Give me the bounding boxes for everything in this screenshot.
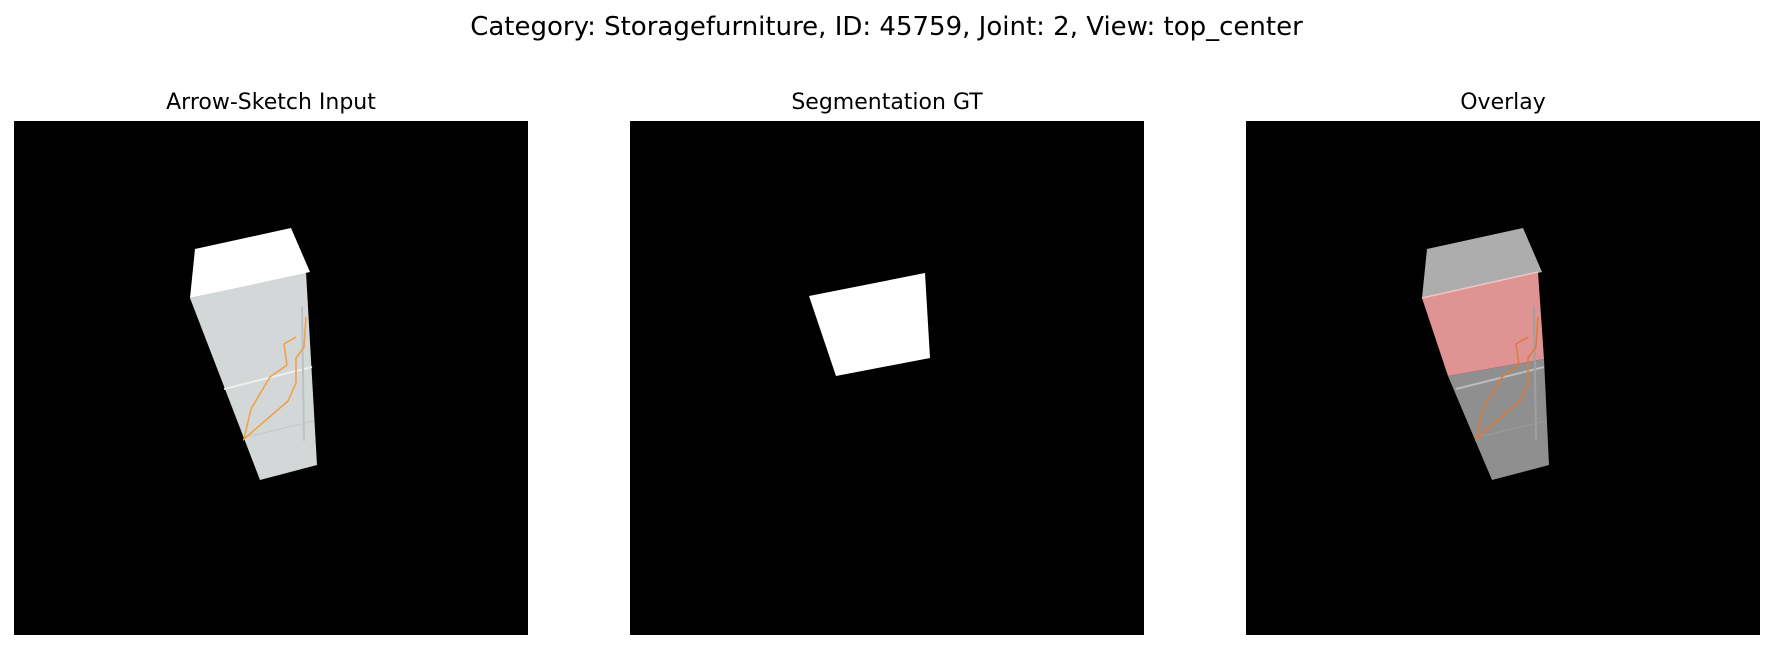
arrow-sketch-head [283, 336, 297, 366]
overlay-svg [1246, 121, 1760, 635]
overlay-top [1422, 228, 1542, 298]
segmentation-gt-svg [630, 121, 1144, 635]
arrow-sketch-stroke [242, 316, 307, 442]
arrow-sketch-head [1515, 336, 1529, 366]
arrow-sketch-image [14, 121, 528, 635]
shelf-line [223, 366, 313, 390]
segmentation-mask [809, 273, 930, 376]
cabinet-edge [301, 305, 305, 442]
panel-title: Arrow-Sketch Input [166, 90, 376, 115]
arrow-sketch-stroke [1474, 316, 1539, 442]
panel-title: Overlay [1460, 90, 1546, 115]
overlay-highlight [1422, 272, 1544, 376]
segmentation-gt-image [630, 121, 1144, 635]
shelf-line [1477, 420, 1547, 438]
shelf-line [1455, 366, 1545, 390]
panel-title: Segmentation GT [791, 90, 983, 115]
overlay-image [1246, 121, 1760, 635]
shelf-line [245, 420, 315, 438]
figure-title: Category: Storagefurniture, ID: 45759, J… [470, 12, 1303, 42]
image-background [630, 121, 1144, 635]
cabinet-top [190, 228, 310, 298]
arrow-sketch-svg [14, 121, 528, 635]
overlay-edge [1421, 271, 1539, 299]
cabinet-edge [1533, 305, 1537, 442]
